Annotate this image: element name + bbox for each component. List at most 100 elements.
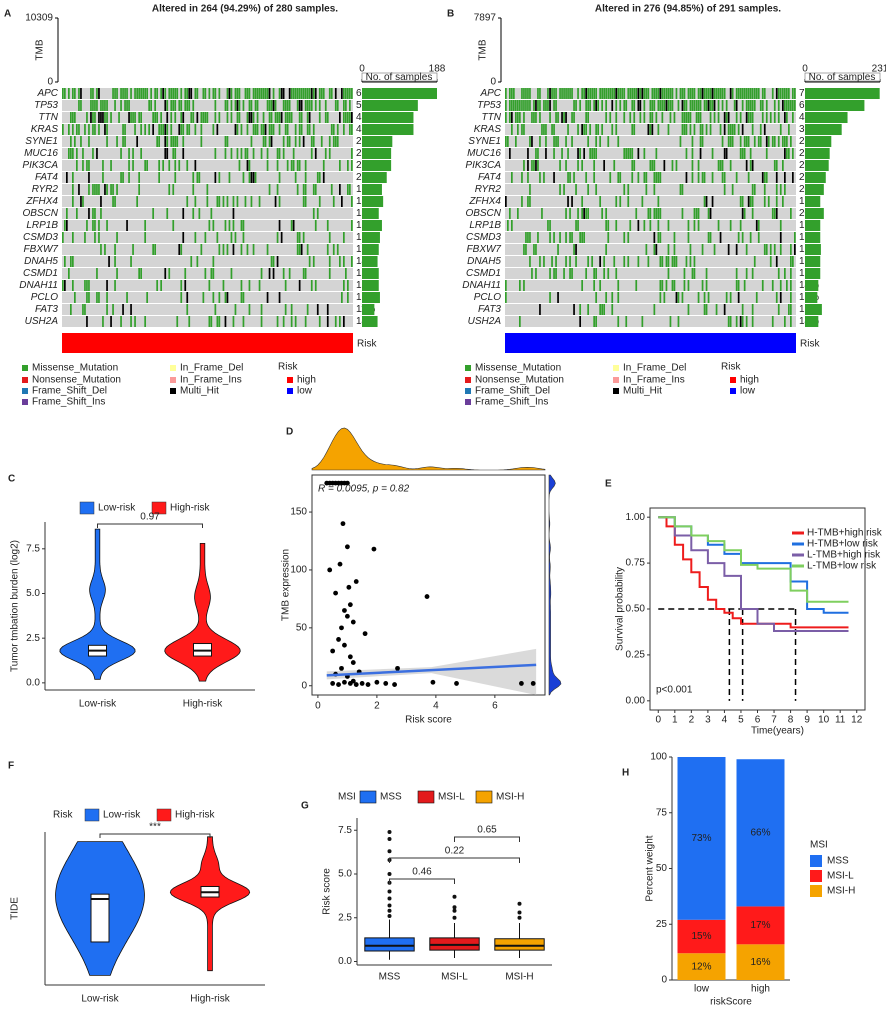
gene-row [505, 136, 796, 147]
point [362, 631, 368, 637]
point [454, 681, 459, 686]
point [342, 679, 347, 685]
legend-swatch [465, 388, 471, 394]
multi-hit-cells [509, 148, 786, 159]
side-label: No. of samples [809, 72, 876, 83]
gene-row [505, 304, 796, 315]
comparison-bracket [99, 833, 211, 838]
legend-label: In_Frame_Del [623, 363, 686, 374]
side-bar [362, 304, 375, 315]
gene-label: SYNE1 [468, 136, 501, 147]
y-tick-label: 2.5 [338, 912, 352, 923]
legend-title: Risk [278, 362, 298, 373]
tmb-tick-label: 7897 [474, 13, 497, 24]
mutation-cells [507, 220, 782, 231]
point [344, 544, 350, 550]
survival-curve [658, 516, 849, 629]
legend-swatch [465, 365, 471, 371]
comparison-label: 0.22 [445, 846, 465, 857]
box [364, 937, 415, 952]
point [365, 682, 371, 687]
y-tick-label: 75 [656, 807, 668, 818]
gene-label: CSMD1 [466, 268, 501, 279]
y-tick-label: 0.0 [26, 677, 40, 688]
x-tick-label: 4 [722, 715, 728, 726]
gene-label: DNAH5 [24, 256, 58, 267]
panel-title: Altered in 264 (94.29%) of 280 samples. [152, 4, 338, 15]
y-tick-label: 0 [301, 680, 307, 691]
gene-row [505, 256, 796, 267]
outlier [517, 901, 522, 906]
y-axis-label: TIDE [10, 897, 21, 920]
outlier [387, 889, 392, 894]
gene-row [62, 220, 353, 231]
mutation-cells [62, 88, 353, 99]
tmb-tick-label: 0 [47, 77, 53, 88]
gene-label: FAT4 [35, 172, 58, 183]
value-label: 15% [691, 931, 711, 942]
mutation-cells [531, 268, 792, 279]
x-tick-label: 3 [705, 715, 711, 726]
annotation: R = 0.0095, p = 0.82 [318, 484, 410, 495]
gene-label: LRP1B [469, 220, 501, 231]
gene-row [505, 316, 796, 327]
side-bar [362, 232, 380, 243]
comparison-label: 0.46 [412, 867, 432, 878]
legend-swatch [84, 808, 100, 822]
legend-label: In_Frame_Ins [180, 375, 242, 386]
gene-label: KRAS [31, 124, 59, 135]
side-bar [362, 196, 384, 207]
legend-label: MSI-H [496, 792, 524, 803]
side-label-box [361, 72, 438, 82]
panel-letter: A [4, 9, 11, 20]
legend-swatch [22, 388, 28, 394]
x-tick-label: 2 [689, 715, 695, 726]
legend-title: Risk [53, 810, 73, 821]
y-tick-label: 50 [296, 622, 308, 633]
x-tick-label: 5 [738, 715, 744, 726]
legend-swatch [359, 790, 377, 804]
outlier [387, 830, 392, 834]
outlier [452, 905, 457, 910]
x-tick-label: MSI-H [505, 972, 533, 983]
panel-letter: E [605, 479, 612, 490]
panel-letter: B [447, 9, 454, 20]
multi-hit-cells [80, 88, 343, 99]
x-tick-label: MSI-L [441, 972, 468, 983]
value-label: 17% [750, 920, 770, 931]
comparison-label: 0.97 [140, 512, 160, 523]
violin [164, 543, 241, 682]
point [383, 681, 389, 686]
legend-label: low [740, 386, 756, 397]
legend-swatch [79, 501, 95, 515]
point [353, 682, 359, 687]
gene-label: APC [36, 88, 58, 99]
gene-row [62, 316, 353, 327]
legend-swatch [151, 501, 167, 515]
gene-row [62, 208, 353, 219]
mutation-cells [70, 136, 339, 147]
gene-row [505, 244, 796, 255]
point [346, 584, 352, 590]
mutation-cells [529, 256, 794, 267]
legend-label: Nonsense_Mutation [32, 375, 121, 386]
legend-label: Frame_Shift_Del [32, 386, 107, 397]
outlier [387, 896, 392, 901]
bar-segment [677, 757, 726, 920]
side-tick-label: 188 [429, 64, 446, 75]
x-tick-label: 6 [492, 701, 498, 712]
comparison-bracket [97, 523, 203, 528]
gene-row [62, 136, 353, 147]
legend-title: MSI [338, 792, 356, 803]
gene-label: CSMD3 [23, 232, 58, 243]
gene-label: OBSCN [22, 208, 58, 219]
y-tick-label: 7.5 [338, 825, 352, 836]
point [330, 681, 336, 686]
gene-row [505, 268, 796, 279]
tmb-label: TMB [35, 39, 46, 60]
outlier [517, 915, 522, 920]
multi-hit-cells [136, 136, 305, 147]
side-label-box [804, 72, 881, 82]
gene-row [62, 160, 353, 171]
panel-letter: C [8, 474, 15, 485]
